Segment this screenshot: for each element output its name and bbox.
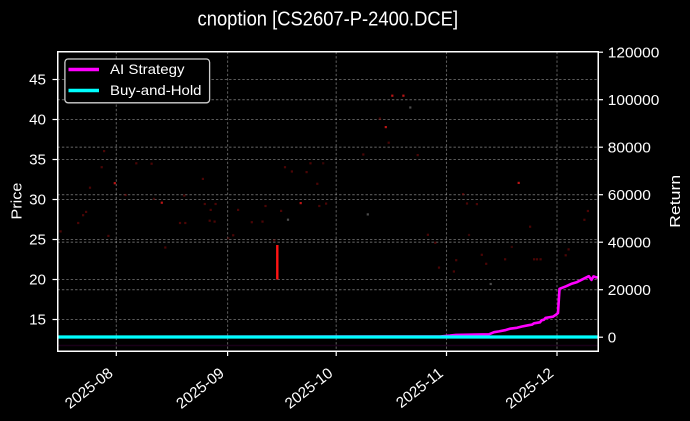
svg-text:120000: 120000 [608,45,660,62]
svg-text:80000: 80000 [608,140,651,157]
svg-text:60000: 60000 [608,187,651,204]
svg-text:Price: Price [8,183,25,220]
svg-text:AI Strategy: AI Strategy [110,61,185,77]
svg-text:Buy-and-Hold: Buy-and-Hold [110,82,202,98]
svg-text:40: 40 [29,112,46,129]
svg-text:35: 35 [29,152,46,169]
svg-text:20: 20 [29,272,46,289]
svg-text:cnoption [CS2607-P-2400.DCE]: cnoption [CS2607-P-2400.DCE] [198,9,459,31]
svg-text:0: 0 [608,330,616,347]
svg-text:25: 25 [29,232,46,249]
svg-text:100000: 100000 [608,92,660,109]
svg-text:Return: Return [667,175,684,228]
svg-text:45: 45 [29,72,46,89]
svg-text:40000: 40000 [608,235,651,252]
svg-text:30: 30 [29,192,46,209]
svg-text:15: 15 [29,312,46,329]
svg-text:20000: 20000 [608,282,651,299]
